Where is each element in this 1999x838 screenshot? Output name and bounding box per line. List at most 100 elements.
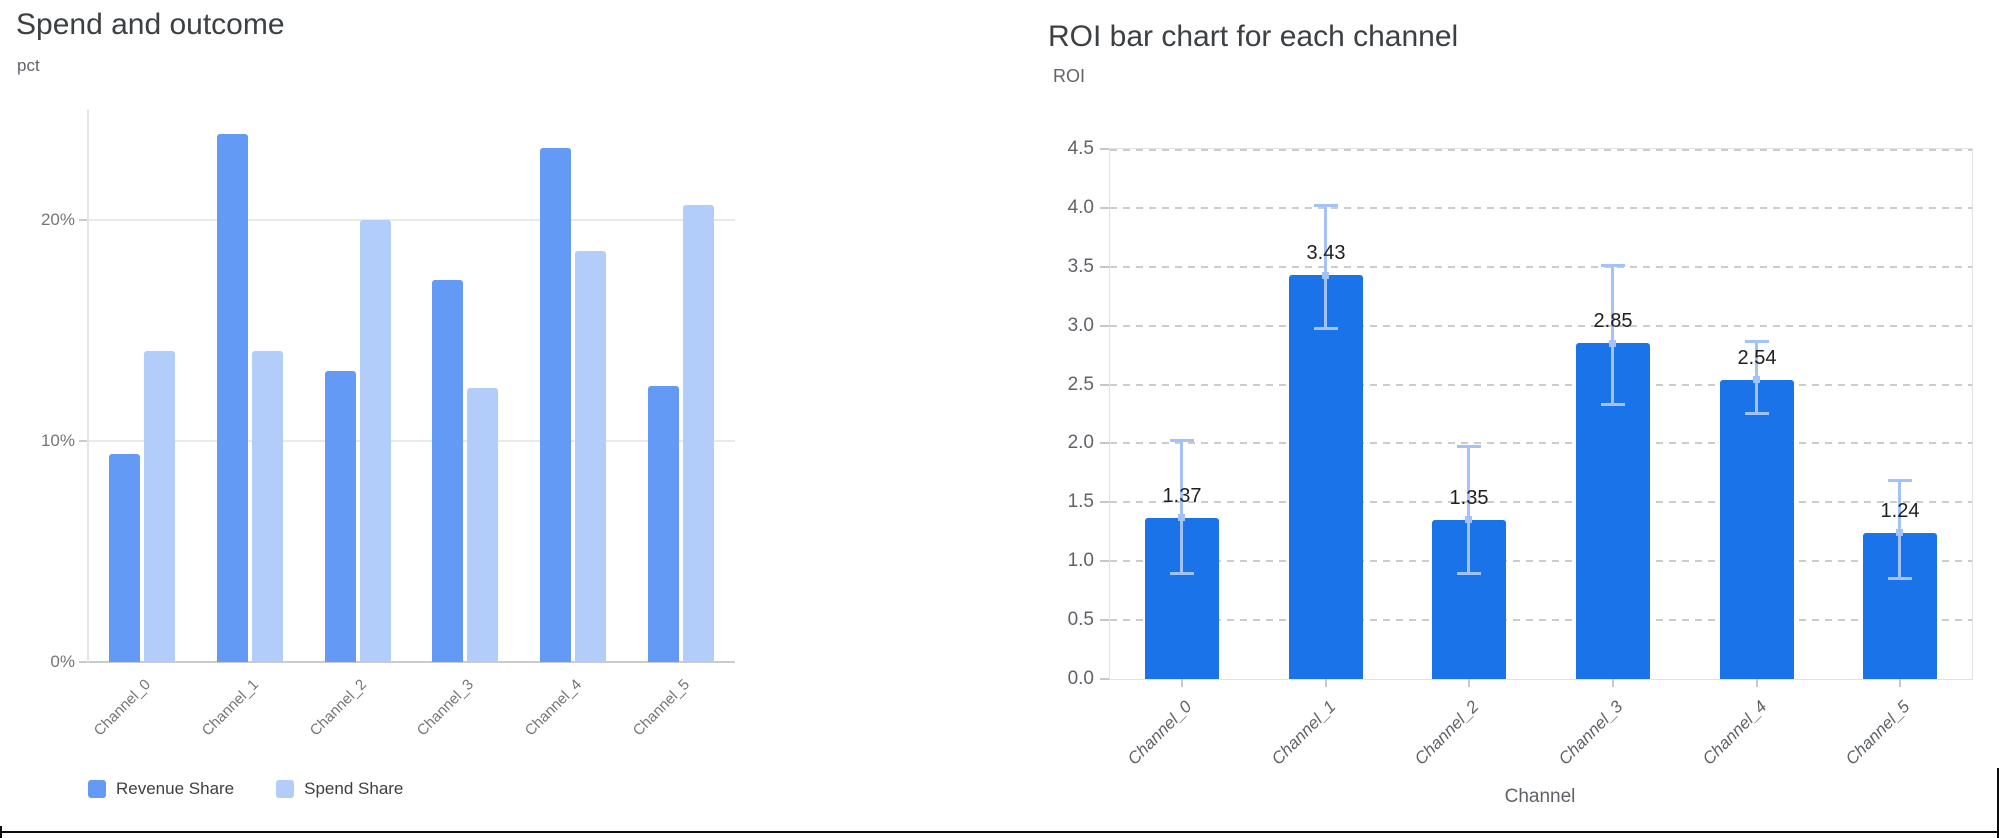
error-bar-line xyxy=(1467,444,1470,576)
legend-item: Revenue Share xyxy=(88,779,234,799)
x-tick-label: Channel_4 xyxy=(521,676,586,740)
error-bar-marker xyxy=(1609,339,1616,347)
bar-value-label: 2.54 xyxy=(1737,346,1777,369)
window-right-border xyxy=(1997,768,1999,838)
spend-chart-y-axis-unit: pct xyxy=(17,56,40,75)
bar-revenue-share xyxy=(217,134,248,662)
error-bar xyxy=(1745,339,1769,416)
legend-swatch xyxy=(88,780,106,798)
y-tick-label: 3.5 xyxy=(1067,255,1094,277)
bar-revenue-share xyxy=(648,386,679,662)
legend-label: Spend Share xyxy=(304,779,404,798)
y-tick-mark xyxy=(1100,619,1109,622)
error-bar-marker xyxy=(1896,529,1903,537)
gridline-dashed xyxy=(1110,265,1972,268)
x-tick-mark xyxy=(1756,679,1758,687)
error-bar-marker xyxy=(1322,271,1329,279)
x-tick-label: Channel_0 xyxy=(1123,697,1196,769)
x-tick-mark xyxy=(1612,679,1614,687)
x-tick-label: Channel_4 xyxy=(1698,697,1770,769)
gridline xyxy=(88,440,735,443)
y-tick-label: 2.0 xyxy=(1067,432,1094,454)
y-tick-label: 1.5 xyxy=(1067,491,1094,513)
gridline-dashed xyxy=(1110,149,1972,151)
bar-value-label: 3.43 xyxy=(1306,242,1346,264)
gridline-dashed xyxy=(1110,324,1972,327)
error-bar-marker xyxy=(1465,516,1472,524)
y-tick-mark xyxy=(1100,442,1109,445)
x-tick-label: Channel_2 xyxy=(306,676,370,740)
window-bottom-border xyxy=(0,831,1999,833)
roi-chart-plot: 0.0 0.5 1.0 1.5 2.0 2.5 3.0 3.5 4.0 4.5 1.37 Channe… xyxy=(1068,138,1973,769)
bar-spend-share xyxy=(575,251,606,662)
y-tick-mark xyxy=(1100,678,1109,680)
bar-value-label: 2.85 xyxy=(1593,310,1633,333)
bar-roi xyxy=(1720,379,1794,679)
legend-label: Revenue Share xyxy=(116,779,235,798)
y-tick-mark xyxy=(1100,560,1109,563)
y-tick-label: 4.0 xyxy=(1067,196,1094,218)
y-tick-mark xyxy=(79,219,88,222)
gridline-dashed xyxy=(1110,442,1972,445)
bar-spend-share xyxy=(252,350,283,662)
window-left-border xyxy=(0,826,2,838)
x-tick-mark xyxy=(1181,679,1183,687)
y-tick-mark xyxy=(1100,324,1109,327)
error-bar xyxy=(1601,264,1625,406)
y-tick-label: 10% xyxy=(40,431,75,451)
x-tick-mark xyxy=(1899,679,1901,687)
y-tick-label: 0.0 xyxy=(1067,668,1094,689)
bar-spend-share xyxy=(467,388,498,662)
x-tick-label: Channel_0 xyxy=(90,676,154,740)
y-tick-mark xyxy=(79,440,88,443)
bar-value-label: 1.24 xyxy=(1880,500,1920,522)
spend-chart-title: Spend and outcome xyxy=(16,8,285,41)
x-tick-mark xyxy=(1325,679,1327,687)
error-bar-line xyxy=(1898,478,1901,581)
roi-chart-title: ROI bar chart for each channel xyxy=(1048,20,1459,53)
x-tick-label: Channel_2 xyxy=(1410,697,1483,769)
bar-roi xyxy=(1289,275,1363,679)
gridline-dashed xyxy=(1110,560,1972,563)
gridline-dashed xyxy=(1110,501,1972,504)
error-bar xyxy=(1888,478,1912,581)
spend-chart-legend: Revenue Share Spend Share xyxy=(88,779,403,799)
bar-revenue-share xyxy=(540,147,571,662)
error-bar-line xyxy=(1180,438,1183,576)
legend-item: Spend Share xyxy=(276,779,403,799)
error-bar-marker xyxy=(1753,376,1760,384)
y-tick-label: 4.5 xyxy=(1067,138,1094,159)
y-tick-label: 0% xyxy=(50,652,75,671)
bar-value-label: 1.37 xyxy=(1162,484,1202,507)
y-tick-mark xyxy=(1100,501,1109,504)
spend-chart-plot: 0% 10% 20% Channel_0 Channel_1 Channel_2 Chann… xyxy=(41,110,735,739)
y-tick-mark xyxy=(79,661,88,663)
error-bar xyxy=(1170,438,1194,576)
y-tick-mark xyxy=(1100,383,1109,386)
y-tick-label: 1.0 xyxy=(1067,550,1094,572)
gridline-dashed xyxy=(1110,619,1972,622)
y-tick-mark xyxy=(1100,148,1109,150)
x-tick-label: Channel_1 xyxy=(1267,697,1339,769)
x-tick-mark xyxy=(1468,679,1470,687)
bar-spend-share xyxy=(144,350,175,662)
y-tick-label: 2.5 xyxy=(1067,373,1094,395)
y-tick-label: 3.0 xyxy=(1067,314,1094,336)
y-tick-mark xyxy=(1100,265,1109,268)
gridline xyxy=(88,661,735,663)
y-tick-label: 20% xyxy=(40,210,75,230)
error-bar-line xyxy=(1324,204,1327,331)
gridline xyxy=(88,219,735,222)
error-bar xyxy=(1314,204,1338,331)
x-tick-label: Channel_3 xyxy=(1554,697,1627,769)
bar-value-label: 1.35 xyxy=(1449,487,1489,509)
y-tick-label: 0.5 xyxy=(1067,609,1094,631)
y-axis-line xyxy=(87,110,89,662)
bar-revenue-share xyxy=(109,454,140,662)
error-bar-line xyxy=(1611,264,1614,406)
error-bar xyxy=(1457,444,1481,576)
legend-swatch xyxy=(276,780,295,798)
roi-chart-y-axis-label: ROI xyxy=(1053,66,1086,86)
roi-chart-x-axis-label: Channel xyxy=(1504,786,1576,807)
x-tick-label: Channel_5 xyxy=(629,676,694,740)
